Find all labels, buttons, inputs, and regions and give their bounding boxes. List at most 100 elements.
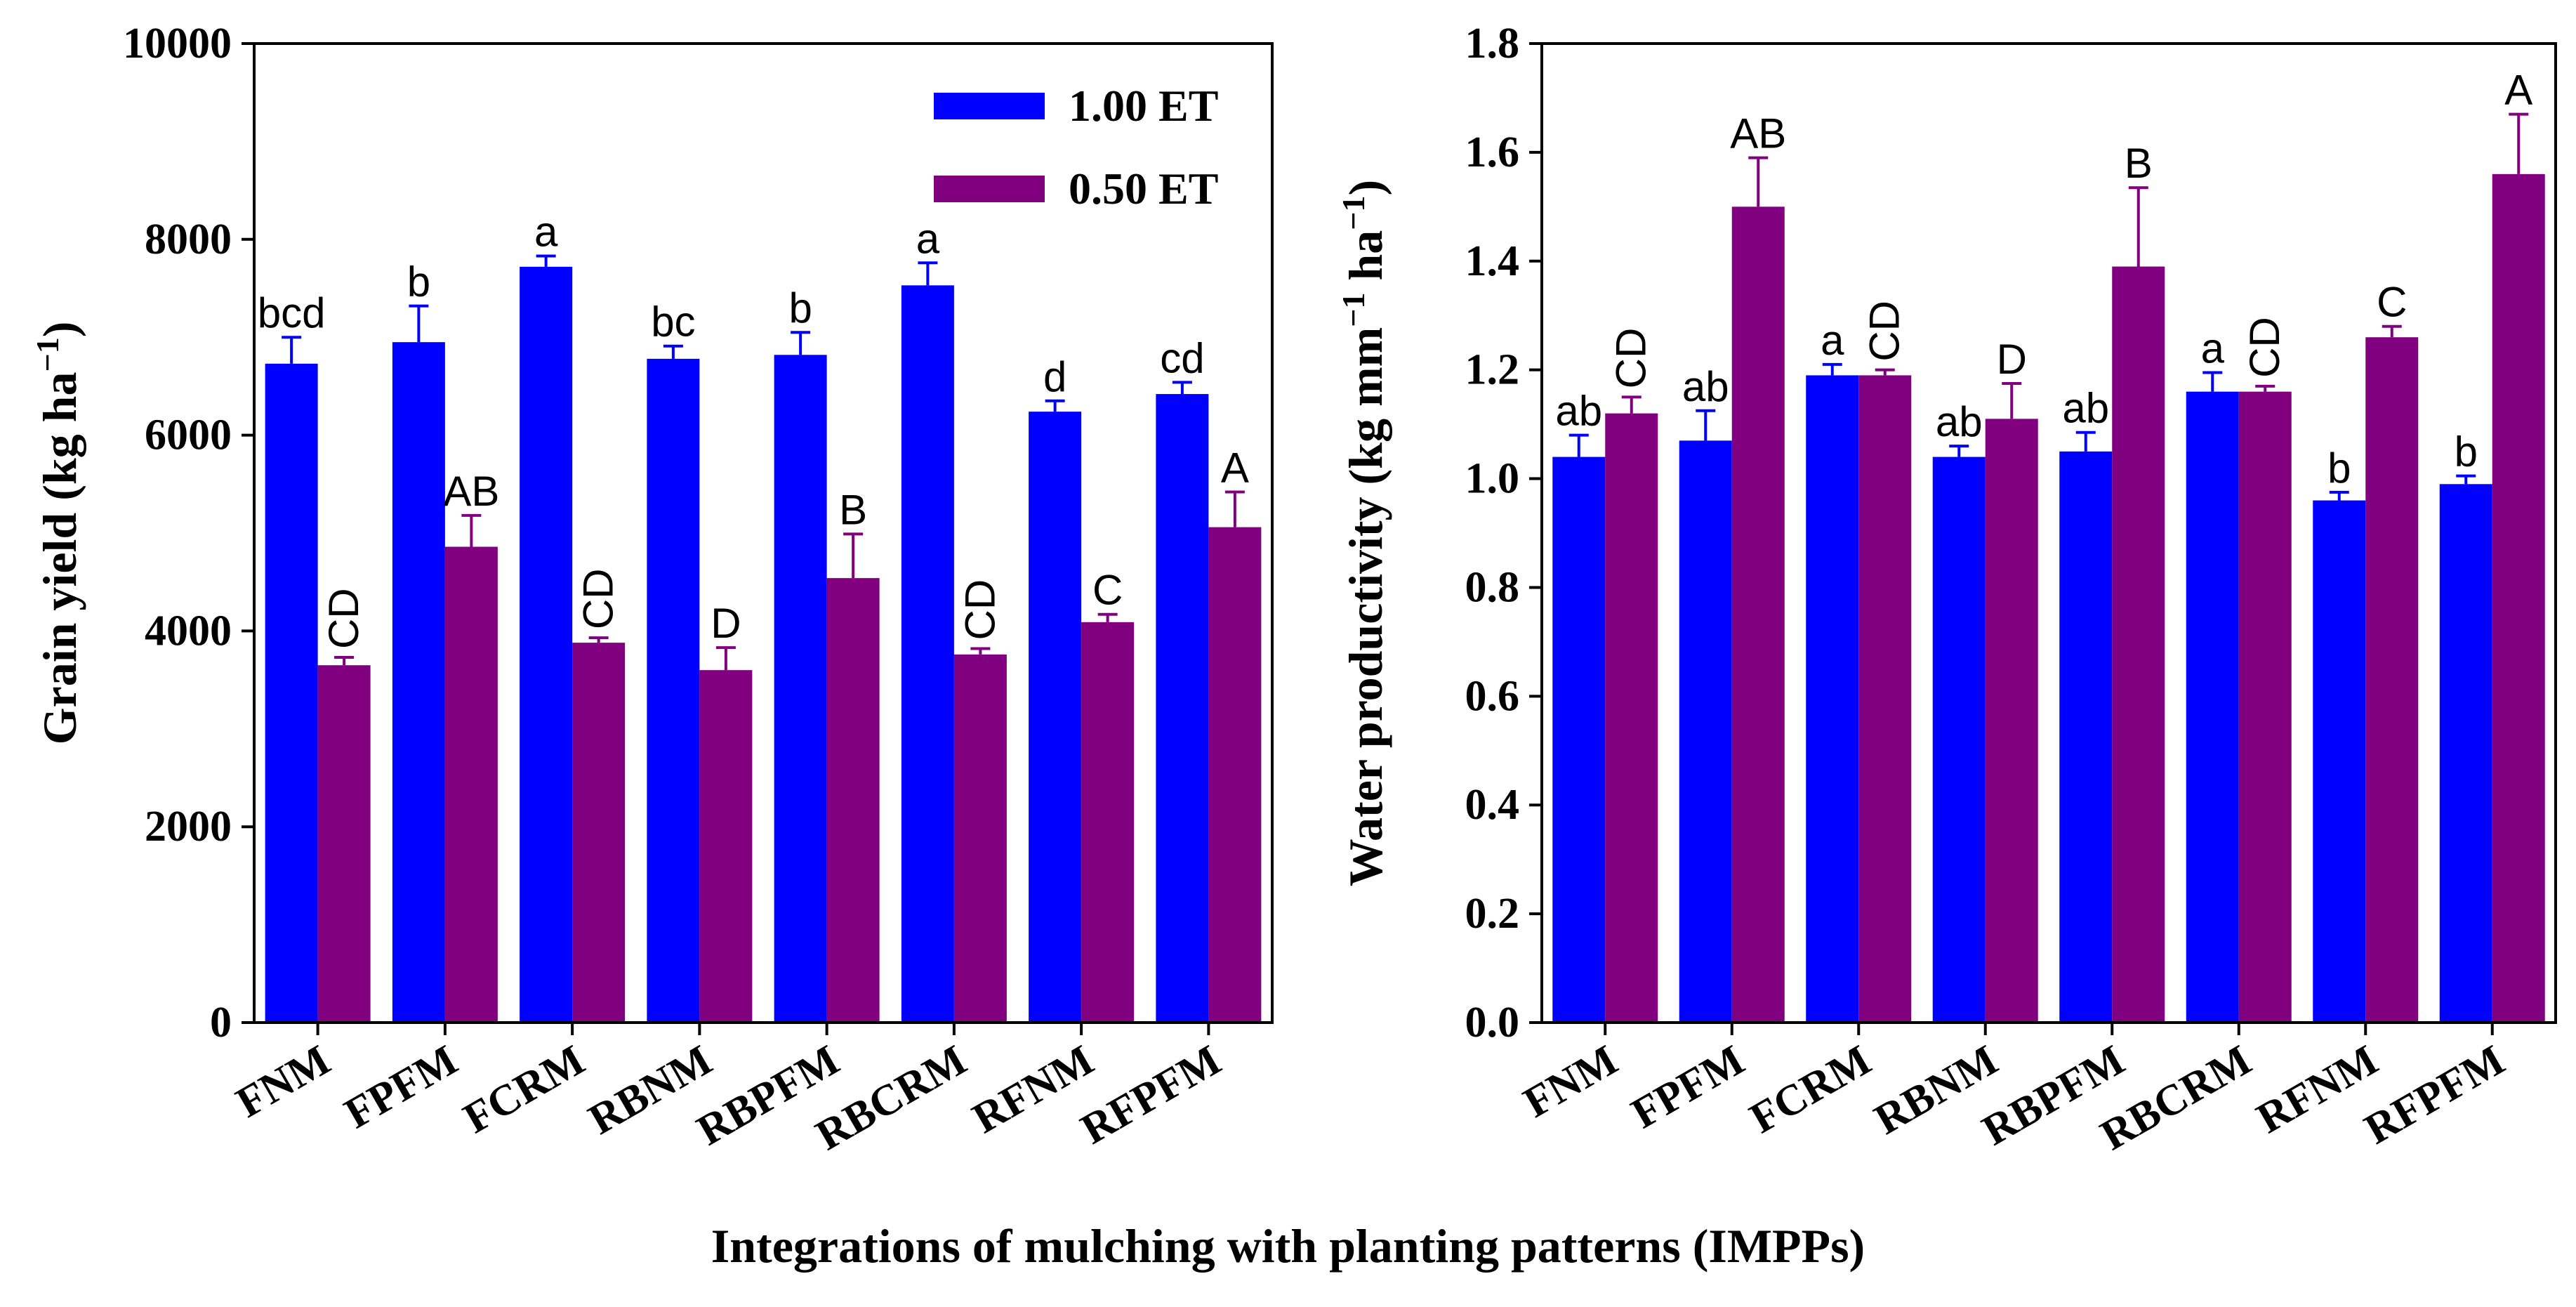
significance-label-RBNM: D [1997, 336, 2027, 383]
bar-1-00-ET-RBNM [1932, 457, 1986, 1023]
significance-label-RFNM: d [1043, 353, 1066, 400]
x-tick-label-RFPFM: RFPFM [1074, 1036, 1229, 1153]
y-tick-label: 1.4 [1465, 237, 1520, 285]
bar-1-00-ET-RBNM [647, 358, 700, 1023]
significance-label-RFNM: C [2377, 279, 2407, 326]
bar-0-50-ET-RFNM [2365, 337, 2419, 1023]
significance-label-FCRM: a [1821, 317, 1844, 364]
y-tick-label: 1.2 [1465, 346, 1520, 394]
bar-1-00-ET-RFPFM [1156, 394, 1209, 1023]
significance-label-FNM: CD [320, 588, 367, 649]
bar-1-00-ET-RFNM [2313, 500, 2366, 1023]
significance-label-FNM: ab [1555, 388, 1602, 435]
y-tick-label: 1.6 [1465, 129, 1520, 176]
x-tick-label-FNM: FNM [1516, 1036, 1625, 1127]
y-axis-label: Water productivity (kg mm−1 ha−1) [1335, 180, 1393, 886]
y-axis-label: Grain yield (kg ha−1) [29, 322, 87, 745]
bar-1-00-ET-FNM [1552, 457, 1606, 1023]
bar-0-50-ET-FNM [317, 665, 371, 1023]
significance-label-FPFM: b [407, 258, 430, 306]
x-tick-label-FPFM: FPFM [1624, 1036, 1752, 1138]
x-tick-label-FCRM: FCRM [456, 1036, 593, 1143]
significance-label-RBCRM: a [2201, 325, 2225, 372]
significance-label-FCRM: a [534, 208, 558, 255]
bar-1-00-ET-RBCRM [901, 285, 954, 1023]
significance-label-RFNM: C [1092, 567, 1123, 614]
y-tick-label: 8000 [145, 216, 232, 263]
x-tick-label-RFPFM: RFPFM [2357, 1036, 2513, 1153]
x-tick-label-FPFM: FPFM [337, 1036, 465, 1138]
significance-label-RBNM: D [711, 600, 741, 647]
legend-label-0-50-ET: 0.50 ET [1069, 164, 1218, 214]
bar-1-00-ET-RBCRM [2186, 391, 2239, 1023]
bar-0-50-ET-FCRM [1858, 375, 1912, 1023]
y-tick-label: 0.2 [1465, 890, 1520, 938]
bar-0-50-ET-RFPFM [1208, 527, 1262, 1023]
bar-1-00-ET-FPFM [1679, 440, 1732, 1023]
bar-0-50-ET-FPFM [444, 546, 498, 1023]
significance-label-FCRM: CD [1861, 301, 1908, 362]
figure-x-axis-label: Integrations of mulching with planting p… [711, 1219, 1865, 1273]
x-tick-label-FCRM: FCRM [1742, 1036, 1879, 1143]
x-tick-label-FNM: FNM [228, 1036, 338, 1127]
y-tick-label: 10000 [123, 20, 232, 67]
significance-label-RBPFM: b [788, 284, 812, 331]
legend-label-1-00-ET: 1.00 ET [1069, 81, 1218, 131]
significance-label-RFPFM: A [1221, 444, 1249, 491]
significance-label-FNM: CD [1608, 328, 1655, 389]
bar-0-50-ET-RFNM [1081, 622, 1135, 1023]
legend-swatch-1-00-ET [934, 93, 1045, 119]
significance-label-FPFM: ab [1682, 363, 1729, 410]
y-tick-label: 2000 [145, 803, 232, 850]
plot-frame [1540, 42, 2557, 1024]
y-tick-label: 0.0 [1465, 999, 1520, 1046]
significance-label-RBPFM: B [2125, 140, 2153, 187]
bar-1-00-ET-RFNM [1029, 412, 1082, 1023]
significance-label-RBCRM: CD [2241, 317, 2288, 378]
bar-1-00-ET-FPFM [392, 342, 445, 1023]
y-tick-label: 0.6 [1465, 672, 1520, 720]
significance-label-FCRM: CD [575, 568, 622, 629]
significance-label-RBNM: ab [1936, 398, 1983, 445]
significance-label-RFNM: b [2327, 445, 2351, 492]
significance-label-FNM: bcd [258, 289, 326, 336]
bar-0-50-ET-RBNM [1985, 419, 2038, 1023]
bar-1-00-ET-RBPFM [2059, 451, 2113, 1023]
significance-label-RFPFM: cd [1160, 334, 1204, 381]
plot-frame [253, 42, 1274, 1024]
bar-0-50-ET-RFPFM [2492, 173, 2545, 1023]
bar-0-50-ET-FNM [1605, 413, 1658, 1023]
bar-1-00-ET-RFPFM [2439, 484, 2492, 1023]
y-tick-label: 6000 [145, 412, 232, 459]
y-tick-label: 0 [210, 999, 232, 1046]
bar-0-50-ET-FPFM [1731, 206, 1785, 1023]
y-tick-label: 4000 [145, 607, 232, 655]
bar-0-50-ET-RBCRM [953, 654, 1007, 1023]
legend-swatch-0-50-ET [934, 176, 1045, 202]
significance-label-RBCRM: a [916, 215, 940, 262]
bar-1-00-ET-FNM [265, 363, 318, 1023]
bar-0-50-ET-RBPFM [2112, 266, 2165, 1023]
significance-label-RBPFM: ab [2062, 385, 2109, 432]
bar-1-00-ET-RBPFM [774, 355, 827, 1023]
bar-1-00-ET-FCRM [520, 266, 573, 1023]
significance-label-FPFM: AB [1730, 110, 1786, 157]
significance-label-RBPFM: B [839, 486, 867, 533]
bar-0-50-ET-RBCRM [2238, 391, 2292, 1023]
y-tick-label: 0.8 [1465, 563, 1520, 611]
y-tick-label: 0.4 [1465, 781, 1520, 829]
significance-label-RFPFM: A [2504, 67, 2532, 114]
significance-label-RBCRM: CD [956, 579, 1003, 641]
bar-0-50-ET-RBNM [699, 670, 753, 1023]
chart-left: bcd b a bc b a d cd CD AB CD D B CD C A 0 2000 4000 6000 800… [29, 20, 1274, 1160]
bar-0-50-ET-RBPFM [826, 578, 880, 1023]
significance-label-RBNM: bc [651, 298, 695, 346]
significance-label-FPFM: AB [443, 468, 499, 515]
significance-label-RFPFM: b [2455, 428, 2478, 475]
y-tick-label: 1.8 [1465, 20, 1520, 67]
bar-1-00-ET-FCRM [1806, 375, 1859, 1023]
y-tick-label: 1.0 [1465, 455, 1520, 503]
bar-0-50-ET-FCRM [572, 643, 626, 1023]
